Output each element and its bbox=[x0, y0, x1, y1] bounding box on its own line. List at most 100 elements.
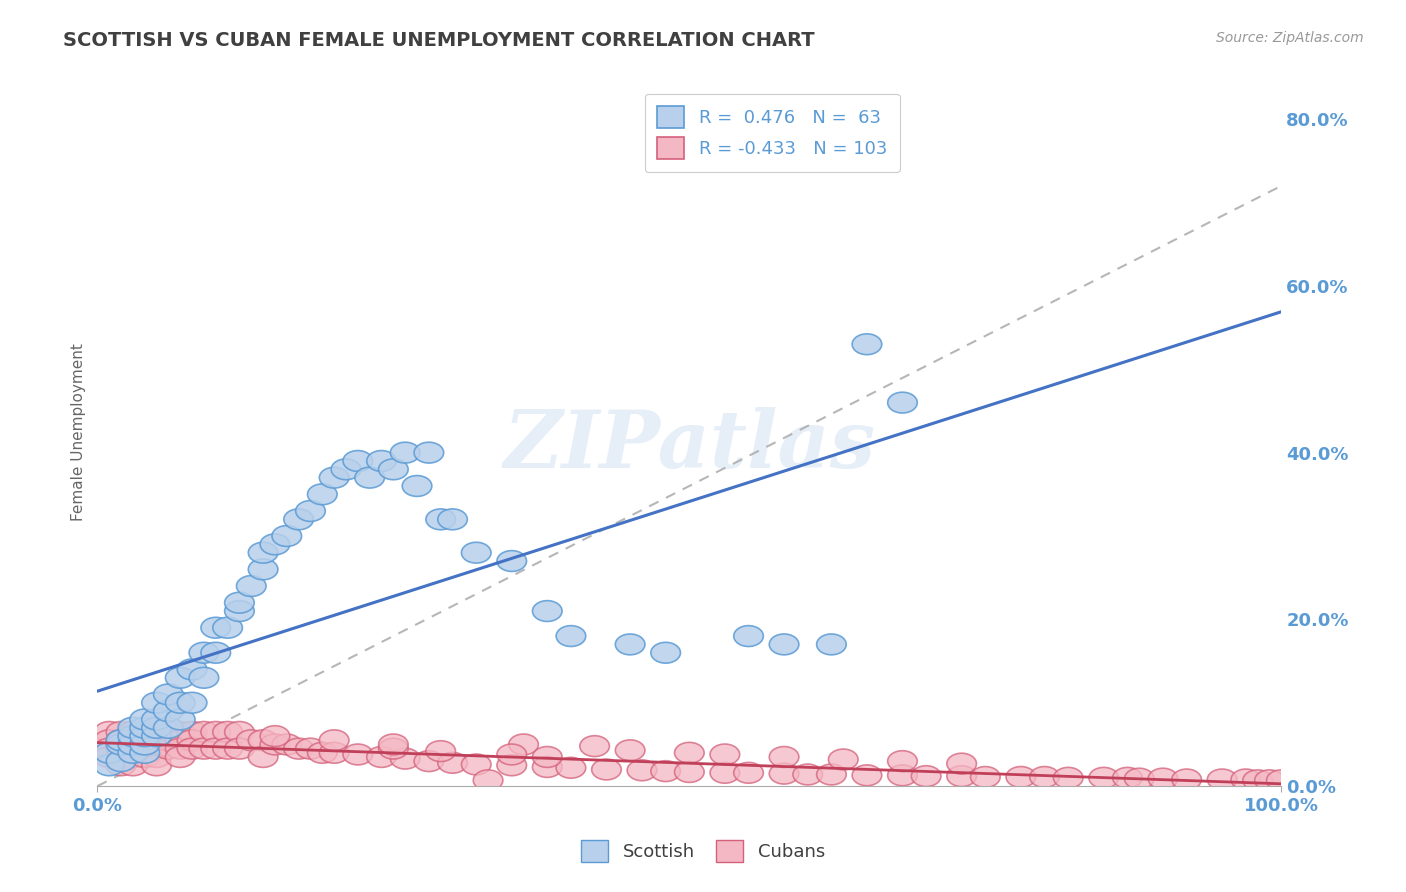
Ellipse shape bbox=[710, 744, 740, 764]
Ellipse shape bbox=[153, 730, 183, 751]
Ellipse shape bbox=[271, 734, 302, 755]
Ellipse shape bbox=[129, 726, 159, 747]
Ellipse shape bbox=[94, 739, 124, 759]
Ellipse shape bbox=[378, 739, 408, 759]
Ellipse shape bbox=[496, 550, 526, 572]
Ellipse shape bbox=[129, 747, 159, 767]
Ellipse shape bbox=[533, 600, 562, 622]
Ellipse shape bbox=[177, 739, 207, 759]
Ellipse shape bbox=[225, 722, 254, 742]
Ellipse shape bbox=[107, 739, 136, 759]
Ellipse shape bbox=[190, 739, 219, 759]
Ellipse shape bbox=[201, 617, 231, 638]
Ellipse shape bbox=[887, 751, 917, 772]
Ellipse shape bbox=[817, 764, 846, 785]
Ellipse shape bbox=[166, 692, 195, 714]
Ellipse shape bbox=[142, 730, 172, 751]
Ellipse shape bbox=[413, 442, 444, 463]
Ellipse shape bbox=[118, 739, 148, 759]
Ellipse shape bbox=[378, 734, 408, 755]
Ellipse shape bbox=[343, 744, 373, 764]
Ellipse shape bbox=[402, 475, 432, 497]
Ellipse shape bbox=[177, 692, 207, 714]
Ellipse shape bbox=[118, 734, 148, 755]
Ellipse shape bbox=[190, 667, 219, 688]
Ellipse shape bbox=[129, 709, 159, 730]
Ellipse shape bbox=[118, 747, 148, 767]
Ellipse shape bbox=[946, 753, 976, 774]
Ellipse shape bbox=[793, 764, 823, 785]
Ellipse shape bbox=[675, 742, 704, 764]
Ellipse shape bbox=[1267, 770, 1296, 790]
Ellipse shape bbox=[177, 722, 207, 742]
Ellipse shape bbox=[212, 722, 242, 742]
Ellipse shape bbox=[236, 730, 266, 751]
Ellipse shape bbox=[249, 730, 278, 751]
Ellipse shape bbox=[308, 483, 337, 505]
Text: Source: ZipAtlas.com: Source: ZipAtlas.com bbox=[1216, 31, 1364, 45]
Ellipse shape bbox=[651, 761, 681, 781]
Ellipse shape bbox=[496, 755, 526, 776]
Ellipse shape bbox=[107, 730, 136, 751]
Ellipse shape bbox=[1232, 769, 1261, 790]
Ellipse shape bbox=[190, 642, 219, 663]
Ellipse shape bbox=[249, 747, 278, 767]
Ellipse shape bbox=[166, 709, 195, 730]
Ellipse shape bbox=[166, 739, 195, 759]
Ellipse shape bbox=[592, 759, 621, 780]
Ellipse shape bbox=[616, 634, 645, 655]
Ellipse shape bbox=[153, 684, 183, 705]
Ellipse shape bbox=[107, 747, 136, 767]
Ellipse shape bbox=[828, 749, 858, 770]
Ellipse shape bbox=[129, 730, 159, 751]
Ellipse shape bbox=[579, 736, 609, 756]
Ellipse shape bbox=[627, 760, 657, 780]
Ellipse shape bbox=[284, 509, 314, 530]
Ellipse shape bbox=[201, 739, 231, 759]
Ellipse shape bbox=[426, 740, 456, 762]
Ellipse shape bbox=[769, 634, 799, 655]
Ellipse shape bbox=[319, 730, 349, 751]
Ellipse shape bbox=[225, 739, 254, 759]
Ellipse shape bbox=[94, 747, 124, 767]
Ellipse shape bbox=[271, 525, 302, 547]
Ellipse shape bbox=[249, 559, 278, 580]
Ellipse shape bbox=[946, 765, 976, 787]
Ellipse shape bbox=[129, 734, 159, 755]
Ellipse shape bbox=[533, 756, 562, 778]
Ellipse shape bbox=[1208, 769, 1237, 790]
Legend: R =  0.476   N =  63, R = -0.433   N = 103: R = 0.476 N = 63, R = -0.433 N = 103 bbox=[644, 94, 900, 172]
Ellipse shape bbox=[94, 755, 124, 776]
Ellipse shape bbox=[153, 722, 183, 742]
Ellipse shape bbox=[295, 739, 325, 759]
Ellipse shape bbox=[343, 450, 373, 471]
Ellipse shape bbox=[1149, 768, 1178, 789]
Ellipse shape bbox=[391, 442, 420, 463]
Ellipse shape bbox=[734, 763, 763, 783]
Ellipse shape bbox=[166, 730, 195, 751]
Ellipse shape bbox=[94, 722, 124, 742]
Legend: Scottish, Cubans: Scottish, Cubans bbox=[574, 833, 832, 870]
Ellipse shape bbox=[769, 764, 799, 784]
Ellipse shape bbox=[769, 747, 799, 767]
Ellipse shape bbox=[557, 757, 586, 778]
Ellipse shape bbox=[1112, 767, 1142, 789]
Ellipse shape bbox=[225, 592, 254, 613]
Ellipse shape bbox=[509, 734, 538, 755]
Ellipse shape bbox=[710, 763, 740, 783]
Ellipse shape bbox=[367, 747, 396, 767]
Ellipse shape bbox=[190, 722, 219, 742]
Ellipse shape bbox=[142, 722, 172, 742]
Ellipse shape bbox=[153, 717, 183, 739]
Ellipse shape bbox=[94, 730, 124, 751]
Ellipse shape bbox=[1254, 770, 1284, 790]
Text: SCOTTISH VS CUBAN FEMALE UNEMPLOYMENT CORRELATION CHART: SCOTTISH VS CUBAN FEMALE UNEMPLOYMENT CO… bbox=[63, 31, 815, 50]
Ellipse shape bbox=[1125, 768, 1154, 789]
Ellipse shape bbox=[1171, 769, 1201, 790]
Ellipse shape bbox=[533, 747, 562, 767]
Ellipse shape bbox=[260, 734, 290, 755]
Ellipse shape bbox=[236, 575, 266, 597]
Ellipse shape bbox=[1007, 766, 1036, 788]
Ellipse shape bbox=[852, 334, 882, 355]
Ellipse shape bbox=[970, 766, 1000, 788]
